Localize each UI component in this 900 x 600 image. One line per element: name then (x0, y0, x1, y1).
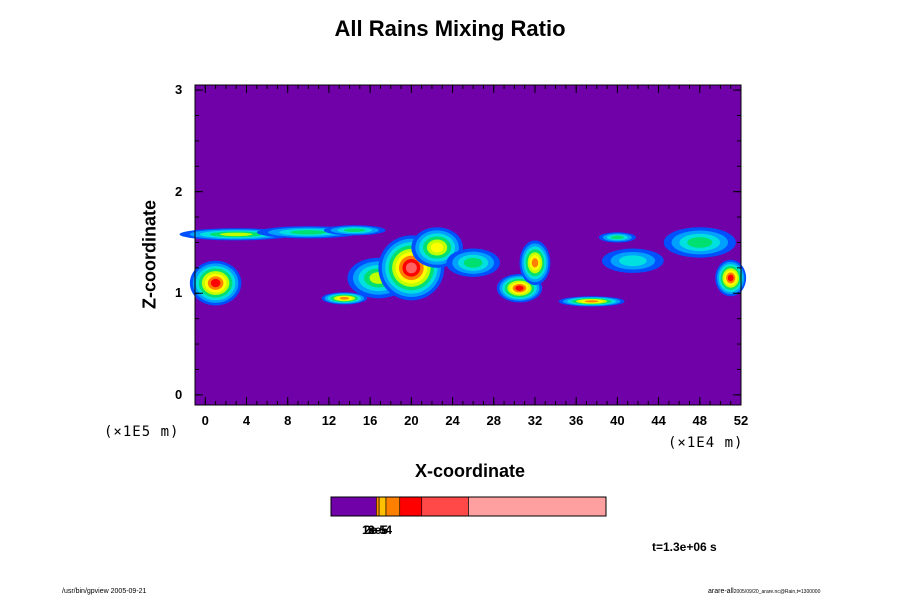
colorbar-tick-label: 2e-5 (364, 523, 389, 537)
x-tick-label: 40 (610, 413, 625, 428)
colorbar-border (330, 496, 607, 517)
colorbar-tick-label: 1e-5 (362, 523, 387, 537)
z-tick-label: 1 (175, 285, 183, 301)
rain-cell (519, 240, 551, 286)
z-tick-label: 2 (175, 183, 183, 199)
rain-contour-level (687, 237, 713, 248)
rain-cell (663, 227, 736, 258)
colorbar-segment (421, 496, 469, 517)
footer-right: arare-all2005/09/20_arare.nc@Rain,t=1300… (708, 588, 820, 595)
rain-contour-level (619, 255, 647, 267)
x-tick-label: 4 (242, 413, 251, 428)
colorbar-tick-label: 3e-4 (368, 523, 393, 537)
rain-cell (321, 292, 368, 305)
rain-contour-level (515, 285, 524, 291)
x-tick-label: 44 (651, 413, 666, 428)
x-tick-label: 24 (445, 413, 460, 428)
rain-contour-level (610, 235, 624, 240)
footer-right-main: arare-all (708, 588, 734, 595)
plot-background (195, 85, 741, 405)
plot-frame (194, 84, 742, 406)
rain-contour-level (220, 232, 253, 237)
rain-contour-level (531, 258, 539, 268)
x-tick-label: 52 (733, 413, 749, 428)
z-scale-label: (×1E5 m) (104, 424, 180, 440)
colorbar-segment (399, 496, 423, 517)
rain-contour-level (727, 274, 734, 282)
rain-cell (323, 225, 386, 236)
x-tick-label: 20 (404, 413, 419, 428)
rain-contour-level (210, 278, 221, 288)
time-label: t=1.3e+06 s (652, 540, 717, 554)
footer-left: /usr/bin/gpview 2005-09-21 (62, 588, 147, 595)
x-tick-label: 16 (362, 413, 378, 428)
colorbar-segment (385, 496, 401, 517)
rain-cell (179, 228, 293, 241)
z-axis-label: Z-coordinate (139, 200, 160, 310)
rain-cell (446, 248, 500, 277)
rain-contour-level (463, 257, 483, 268)
rain-cell (189, 260, 242, 306)
x-axis-label: X-coordinate (414, 461, 525, 481)
rain-contour-level (584, 300, 599, 303)
colorbar-segment (376, 496, 380, 517)
rain-cell (598, 232, 636, 243)
rain-contour-level (290, 230, 327, 235)
x-tick-label: 12 (321, 413, 337, 428)
plot-area (179, 85, 747, 405)
colorbar-segment (378, 496, 387, 517)
z-tick-label: 3 (175, 82, 183, 98)
plot-border (194, 84, 742, 406)
rain-cell (256, 226, 360, 239)
rain-cell (715, 259, 747, 297)
rain-contour-level (430, 242, 444, 253)
z-tick-label: 0 (175, 386, 183, 402)
x-tick-label: 32 (527, 413, 543, 428)
colorbar-segment (468, 496, 607, 517)
rain-cell (558, 296, 625, 307)
colorbar (330, 496, 607, 517)
x-scale-label: (×1E4 m) (668, 435, 744, 451)
rain-contour-level (339, 297, 350, 300)
x-tick-label: 28 (486, 413, 501, 428)
colorbar-segment (330, 496, 377, 517)
rain-contour-level (343, 228, 366, 233)
x-tick-label: 0 (201, 413, 209, 428)
chart-title: All Rains Mixing Ratio (334, 16, 566, 41)
footer-right-sub: 2005/09/20_arare.nc@Rain,t=1300000 (733, 589, 821, 595)
x-tick-label: 36 (568, 413, 584, 428)
rain-contour-level (405, 262, 417, 274)
x-tick-label: 48 (692, 413, 708, 428)
rain-cell (601, 248, 664, 273)
x-tick-label: 8 (284, 413, 292, 428)
